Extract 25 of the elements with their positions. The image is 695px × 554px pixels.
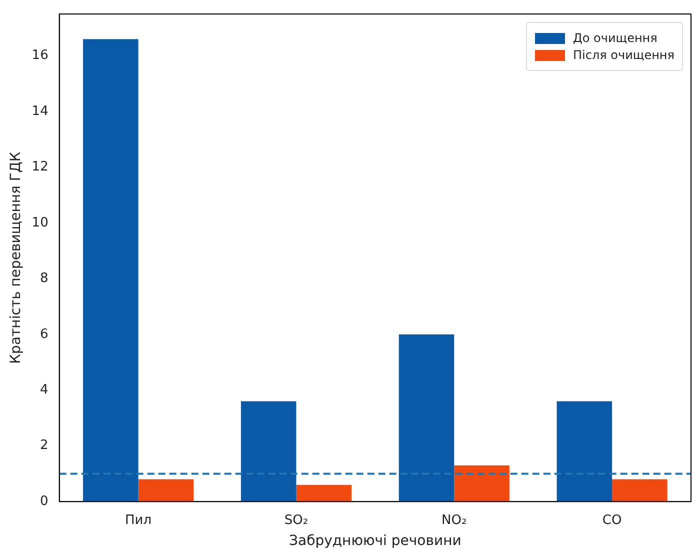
legend-label: До очищення xyxy=(573,31,658,45)
bar xyxy=(556,401,612,502)
y-tick-label: 2 xyxy=(40,438,48,454)
y-tick-label: 14 xyxy=(32,104,48,119)
y-tick-label: 4 xyxy=(40,382,48,398)
bar xyxy=(398,334,454,502)
bar xyxy=(83,39,138,502)
x-axis-title: Забруднюючі речовини xyxy=(289,533,462,550)
y-tick-label: 12 xyxy=(32,160,48,175)
x-tick-label: NO₂ xyxy=(442,512,467,528)
x-tick-label: SO₂ xyxy=(284,512,308,528)
y-tick-label: 6 xyxy=(40,326,48,342)
x-tick-label: CO xyxy=(602,512,622,528)
x-tick-label: Пил xyxy=(125,512,152,528)
bar xyxy=(296,484,352,502)
y-tick-label: 16 xyxy=(32,48,48,64)
bar xyxy=(612,479,668,502)
y-axis-title: Кратність перевищення ГДК xyxy=(8,152,24,364)
bar xyxy=(240,401,296,502)
y-tick-label: 10 xyxy=(32,215,48,230)
bar xyxy=(138,479,194,502)
bar xyxy=(454,465,510,502)
y-tick-label: 8 xyxy=(40,271,48,286)
y-tick-label: 0 xyxy=(40,494,48,509)
legend-label: Після очищення xyxy=(573,48,674,62)
